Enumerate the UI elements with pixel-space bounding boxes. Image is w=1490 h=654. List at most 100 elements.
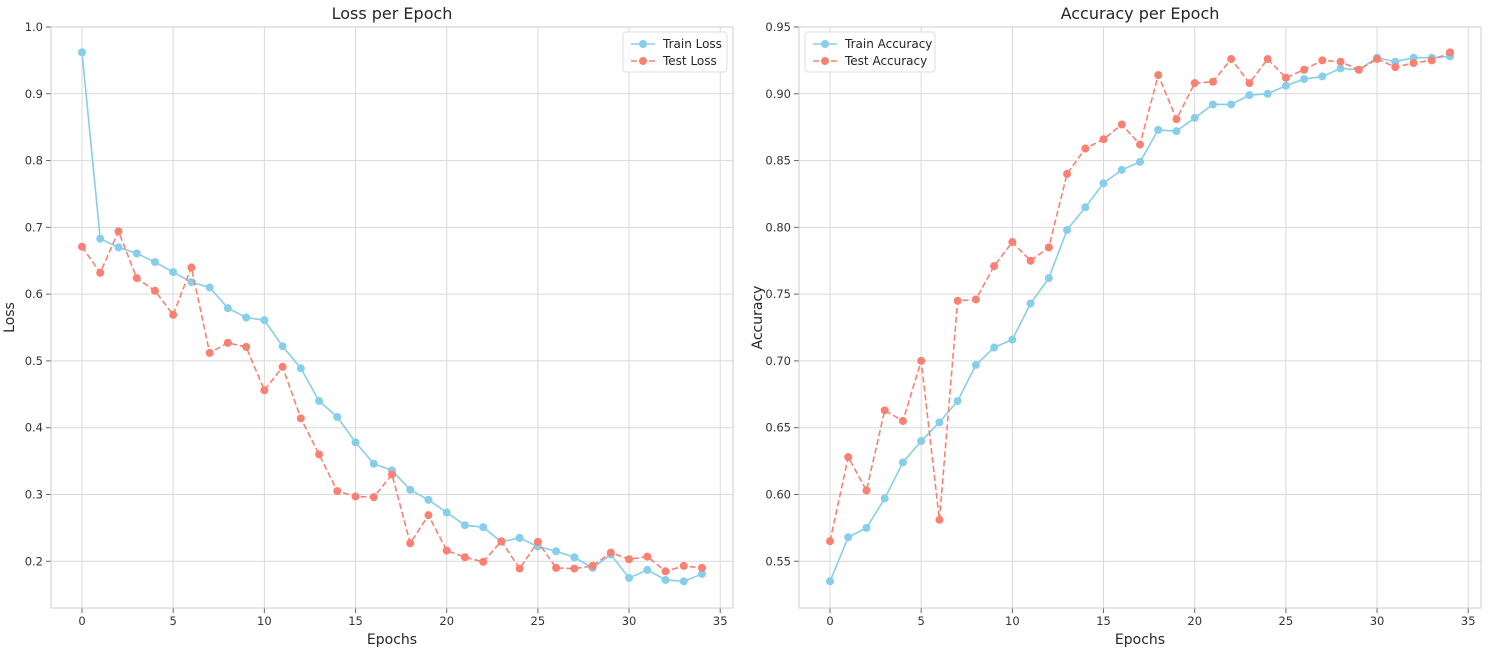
x-axis-label: Epochs [367, 632, 417, 648]
data-point-train-loss [114, 243, 123, 252]
chart-title: Accuracy per Epoch [1061, 4, 1220, 23]
data-point-test-accuracy [1446, 48, 1454, 57]
data-point-test-accuracy [1227, 55, 1236, 64]
y-tick-label: 0.3 [25, 487, 43, 501]
y-tick-label: 1.0 [25, 20, 43, 34]
data-point-train-accuracy [1136, 157, 1144, 166]
x-tick-label: 5 [918, 614, 925, 628]
data-point-train-loss [169, 268, 178, 277]
data-point-test-loss [479, 557, 488, 566]
y-tick-label: 0.6 [25, 287, 43, 301]
data-point-train-accuracy [1026, 299, 1035, 308]
data-point-test-loss [114, 227, 123, 236]
data-point-train-loss [661, 575, 670, 584]
x-tick-label: 25 [1279, 614, 1294, 628]
data-point-train-loss [260, 316, 269, 325]
data-point-train-accuracy [898, 458, 907, 467]
data-point-test-loss [661, 567, 670, 576]
y-tick-label: 0.9 [25, 87, 43, 101]
chart-title: Loss per Epoch [332, 4, 453, 23]
data-point-train-accuracy [1318, 72, 1327, 81]
data-point-train-loss [132, 249, 141, 258]
data-point-test-accuracy [1026, 256, 1035, 265]
x-tick-label: 35 [713, 614, 728, 628]
legend-label-test-loss: Test Loss [662, 54, 717, 68]
data-point-test-loss [497, 537, 506, 546]
data-point-test-loss [424, 511, 433, 520]
data-point-test-accuracy [953, 296, 962, 305]
data-point-train-accuracy [1008, 335, 1017, 344]
data-point-test-loss [643, 552, 652, 561]
x-tick-label: 25 [531, 614, 546, 628]
x-tick-label: 5 [170, 614, 177, 628]
data-point-train-loss [515, 533, 524, 542]
data-point-test-loss [369, 493, 378, 502]
data-point-test-accuracy [1409, 59, 1418, 68]
data-point-train-accuracy [1172, 127, 1181, 136]
data-point-train-loss [315, 396, 324, 405]
legend: Train Accuracy Test Accuracy [804, 31, 936, 73]
data-point-test-accuracy [1300, 65, 1309, 74]
data-point-train-loss [150, 258, 159, 267]
data-point-train-accuracy [1245, 91, 1254, 100]
data-point-train-loss [351, 438, 360, 447]
data-point-test-accuracy [862, 486, 871, 495]
data-point-test-loss [351, 492, 360, 501]
data-point-test-loss [78, 242, 86, 251]
data-point-test-loss [315, 450, 324, 459]
y-tick-label: 0.7 [25, 220, 43, 234]
data-point-test-accuracy [1190, 79, 1199, 88]
y-tick-label: 0.80 [765, 220, 791, 234]
data-point-test-accuracy [1208, 77, 1217, 86]
data-point-train-loss [698, 569, 706, 578]
data-point-test-loss [96, 268, 105, 277]
data-point-train-loss [205, 283, 214, 292]
series-line-train-accuracy [829, 55, 1451, 582]
legend-marker-test-accuracy [821, 57, 829, 65]
data-point-test-loss [223, 338, 232, 347]
y-tick-label: 0.70 [765, 354, 791, 368]
chart-panel-loss: 0 5 10 15 20 25 30 35 0.2 0.3 0.4 0.5 0.6 0.7 0.8 0.9 1.… [2, 4, 734, 648]
x-tick-label: 0 [826, 614, 833, 628]
data-point-test-accuracy [1245, 79, 1254, 88]
data-point-train-loss [679, 577, 688, 586]
data-point-test-loss [552, 563, 561, 572]
y-axis-label: Loss [2, 302, 18, 333]
data-point-train-loss [242, 313, 251, 322]
data-point-train-loss [460, 521, 469, 530]
data-point-train-accuracy [1190, 113, 1199, 122]
x-tick-label: 20 [1187, 614, 1202, 628]
data-point-test-loss [278, 362, 287, 371]
data-point-train-loss [333, 413, 342, 422]
data-point-train-accuracy [1208, 100, 1217, 109]
data-point-test-loss [388, 470, 396, 479]
data-point-test-accuracy [1391, 63, 1400, 72]
data-point-train-accuracy [1081, 203, 1090, 212]
y-tick-label: 0.75 [765, 287, 791, 301]
y-tick-label: 0.2 [25, 554, 43, 568]
data-point-test-loss [679, 561, 688, 570]
x-tick-label: 30 [622, 614, 637, 628]
data-point-train-accuracy [844, 533, 853, 542]
data-point-test-accuracy [1136, 140, 1144, 149]
data-point-train-loss [479, 523, 488, 532]
data-point-test-accuracy [1008, 238, 1017, 247]
y-tick-label: 0.55 [765, 554, 791, 568]
plot-frame [50, 26, 734, 609]
data-point-test-accuracy [1354, 65, 1363, 74]
data-point-train-loss [369, 459, 378, 468]
chart-panel-accuracy: 0 5 10 15 20 25 30 35 0.55 0.60 0.65 0.70 0.75 0.80 0.… [750, 4, 1482, 648]
data-point-train-loss [406, 485, 415, 494]
data-point-train-accuracy [1281, 81, 1290, 90]
data-point-train-loss [278, 342, 287, 351]
data-point-test-loss [625, 555, 634, 564]
data-point-test-loss [533, 537, 542, 546]
data-point-test-accuracy [1318, 56, 1327, 65]
data-point-train-loss [570, 553, 579, 562]
data-point-test-loss [187, 263, 196, 272]
data-point-test-accuracy [1099, 135, 1108, 144]
data-point-train-loss [96, 234, 105, 243]
data-point-test-accuracy [1427, 56, 1436, 65]
x-tick-label: 0 [78, 614, 85, 628]
